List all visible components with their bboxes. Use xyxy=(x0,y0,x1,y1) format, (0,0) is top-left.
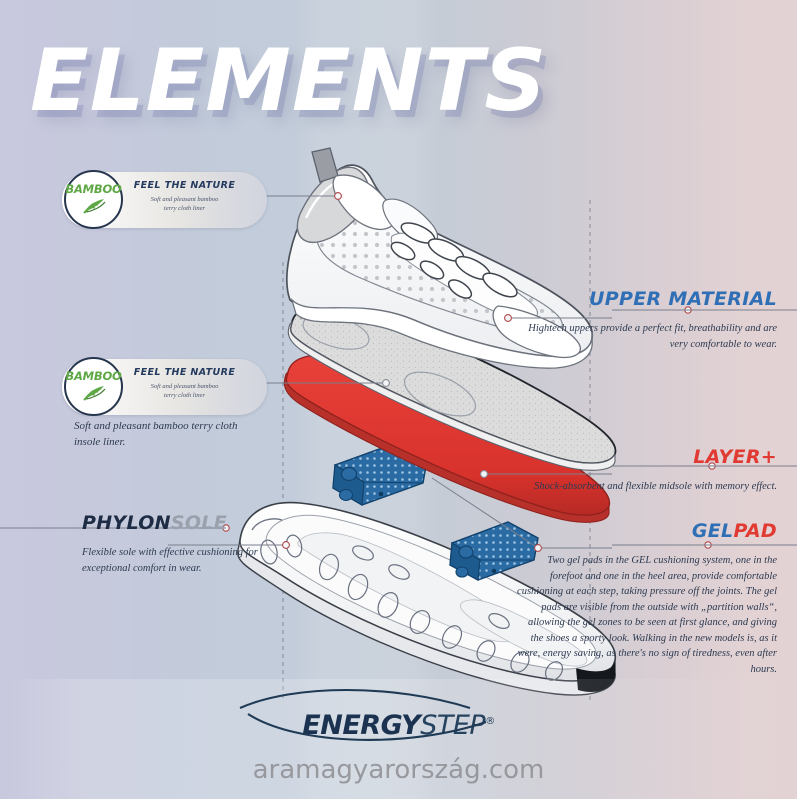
callout-body: Hightech uppers provide a perfect fit, b… xyxy=(528,323,777,350)
callout-title-part1: GEL xyxy=(691,520,734,542)
callout-phylon-sole: PHYLONSOLE Flexible sole with effective … xyxy=(82,512,292,576)
callout-title-part1: PHYLON xyxy=(82,512,171,534)
logo-wordmark: ENERGYSTEP® xyxy=(239,688,495,741)
badge-subtitle-line1: Soft and pleasant bamboo xyxy=(150,383,219,390)
badge-subtitle-line1: Soft and pleasant bamboo xyxy=(150,196,219,203)
bamboo-badge-upper[interactable]: FEEL THE NATURE Soft and pleasant bamboo… xyxy=(62,170,267,229)
callout-title: LAYER+ xyxy=(693,446,777,468)
connector-lines xyxy=(168,195,612,549)
upper-material-layer xyxy=(286,147,594,369)
bamboo-label: BAMBOO xyxy=(65,369,122,383)
badge-subtitle: Soft and pleasant bamboo terry cloth lin… xyxy=(114,382,255,400)
badge-heading: FEEL THE NATURE xyxy=(133,367,236,378)
badge-text-block: FEEL THE NATURE Soft and pleasant bamboo… xyxy=(114,180,255,213)
badge-text-block: FEEL THE NATURE Soft and pleasant bamboo… xyxy=(114,367,255,400)
registered-mark: ® xyxy=(485,716,495,727)
gel-pad-heel xyxy=(449,521,539,581)
site-watermark: aramagyarország.com xyxy=(252,755,545,785)
callout-title: UPPER MATERIAL xyxy=(589,288,777,310)
bamboo-insole-caption: Soft and pleasant bamboo terry cloth ins… xyxy=(74,420,238,448)
bamboo-leaf-icon xyxy=(82,199,105,214)
callout-body: Flexible sole with effective cushioning … xyxy=(82,547,258,574)
callout-upper-material: UPPER MATERIAL Hightech uppers provide a… xyxy=(525,288,777,352)
bamboo-seal: BAMBOO xyxy=(64,170,123,229)
callout-layer-plus: LAYER+ Shock-absorbent and flexible mids… xyxy=(525,446,777,495)
callout-title-part2: PAD xyxy=(733,520,777,542)
callout-gelpad: GELPAD Two gel pads in the GEL cushionin… xyxy=(515,520,777,677)
page-title: ELEMENTS xyxy=(30,31,548,131)
callout-body: Shock-absorbent and flexible midsole wit… xyxy=(534,481,777,492)
bamboo-leaf-icon xyxy=(82,386,105,401)
energystep-logo: ENERGYSTEP® xyxy=(0,688,797,741)
logo-swoosh-icon xyxy=(239,688,487,741)
logo-part1: ENERGY xyxy=(302,710,421,741)
callout-body: Two gel pads in the GEL cushioning syste… xyxy=(517,555,777,675)
callout-title: PHYLONSOLE xyxy=(82,512,292,534)
phylon-sole-layer xyxy=(237,501,617,696)
badge-subtitle-line2: terry cloth liner xyxy=(163,392,206,399)
callout-title: GELPAD xyxy=(515,520,777,542)
badge-heading: FEEL THE NATURE xyxy=(133,180,236,191)
callout-title-part2: SOLE xyxy=(170,512,227,534)
label-rules xyxy=(0,309,797,546)
bamboo-badge-insole[interactable]: FEEL THE NATURE Soft and pleasant bamboo… xyxy=(62,357,267,416)
bamboo-seal: BAMBOO xyxy=(64,357,123,416)
bamboo-label: BAMBOO xyxy=(65,182,122,196)
badge-subtitle-line2: terry cloth liner xyxy=(163,205,206,212)
badge-subtitle: Soft and pleasant bamboo terry cloth lin… xyxy=(114,195,255,213)
